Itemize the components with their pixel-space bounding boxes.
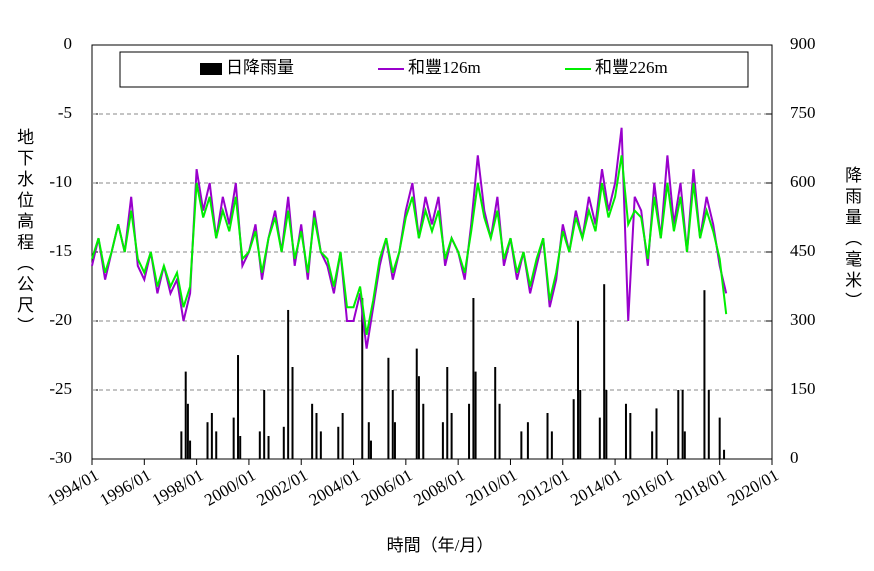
rain-bar <box>655 408 658 459</box>
rain-bar <box>369 440 372 459</box>
y2-tick-label: 300 <box>790 310 816 329</box>
rain-bar <box>337 426 340 459</box>
rain-bar <box>315 413 318 459</box>
rain-bar <box>267 436 270 459</box>
y2-tick-label: 0 <box>790 448 799 467</box>
x-tick-label: 2004/01 <box>306 465 364 509</box>
legend-box <box>119 51 749 88</box>
rain-bar <box>494 367 497 459</box>
x-tick-label: 2002/01 <box>253 465 311 509</box>
rain-bar <box>189 440 192 459</box>
y-tick-label: -20 <box>49 310 72 329</box>
rain-bar <box>215 431 218 459</box>
x-axis-label: 時間（年/月） <box>387 536 494 555</box>
y2-tick-label: 150 <box>790 379 816 398</box>
legend-label: 和豐126m <box>408 58 481 77</box>
rain-bar <box>577 321 580 459</box>
rain-bar <box>393 422 396 459</box>
rain-bar <box>291 367 294 459</box>
rain-bar <box>282 426 285 459</box>
rain-bar <box>651 431 654 459</box>
y-tick-label: -30 <box>49 448 72 467</box>
x-tick-label: 1994/01 <box>44 465 102 509</box>
rain-bar <box>415 348 418 459</box>
rain-bar <box>498 403 501 459</box>
rain-bar <box>206 422 209 459</box>
y2-tick-label: 600 <box>790 172 816 191</box>
rain-bar <box>474 371 477 459</box>
y2-tick-label: 450 <box>790 241 816 260</box>
rain-bar <box>707 390 710 459</box>
rain-bar <box>603 284 606 459</box>
rain-bar <box>550 431 553 459</box>
water-level-line <box>91 155 728 335</box>
rain-bar <box>239 436 242 459</box>
rain-bar <box>468 403 471 459</box>
rain-bar <box>446 367 449 459</box>
rain-bar <box>186 403 189 459</box>
rain-bar <box>237 355 240 459</box>
y2-axis-label: 降雨量（毫米） <box>842 166 862 313</box>
rain-bar <box>677 390 680 459</box>
rain-bar <box>391 390 394 459</box>
y-axis-label: 地下水位高程（公尺） <box>14 128 34 338</box>
rain-bar <box>263 390 266 459</box>
legend-swatch <box>200 63 222 75</box>
rain-bar <box>546 413 549 459</box>
rain-bar <box>723 449 726 459</box>
rain-bar <box>210 413 213 459</box>
rain-bar <box>598 417 601 459</box>
rain-bar <box>311 403 314 459</box>
rain-bar <box>341 413 344 459</box>
x-tick-label: 2016/01 <box>620 465 678 509</box>
rain-bar <box>232 417 235 459</box>
rain-bar <box>422 403 425 459</box>
rain-bar <box>472 298 475 459</box>
y-tick-label: -15 <box>49 241 72 260</box>
x-tick-label: 2010/01 <box>463 465 521 509</box>
water-level-line <box>91 127 728 349</box>
rain-bar <box>605 390 608 459</box>
y-tick-label: -25 <box>49 379 72 398</box>
rain-bar <box>180 431 183 459</box>
x-tick-label: 2012/01 <box>515 465 573 509</box>
rain-bar <box>526 422 529 459</box>
rain-bar <box>441 422 444 459</box>
y-tick-label: -5 <box>58 103 72 122</box>
rain-bar <box>718 417 721 459</box>
rain-bar <box>361 298 364 459</box>
rain-bar <box>417 376 420 459</box>
x-tick-label: 2018/01 <box>672 465 730 509</box>
legend-label: 日降雨量 <box>226 58 294 77</box>
rain-bar <box>579 390 582 459</box>
x-tick-label: 2008/01 <box>410 465 468 509</box>
rain-bar <box>683 431 686 459</box>
y-tick-label: 0 <box>64 34 73 53</box>
rain-bar <box>629 413 632 459</box>
x-tick-label: 1996/01 <box>96 465 154 509</box>
y-tick-label: -10 <box>49 172 72 191</box>
rain-bar <box>287 309 290 459</box>
rain-bar <box>319 431 322 459</box>
x-tick-label: 1998/01 <box>149 465 207 509</box>
rain-bar <box>681 390 684 459</box>
legend-label: 和豐226m <box>595 58 668 77</box>
y2-tick-label: 750 <box>790 103 816 122</box>
rain-bar <box>387 357 390 459</box>
rain-bar <box>184 371 187 459</box>
rain-bar <box>450 413 453 459</box>
x-tick-label: 2000/01 <box>201 465 259 509</box>
rain-bar <box>572 399 575 459</box>
x-tick-label: 2020/01 <box>724 465 782 509</box>
y2-tick-label: 900 <box>790 34 816 53</box>
rain-bar <box>624 403 627 459</box>
rain-bar <box>258 431 261 459</box>
x-tick-label: 2014/01 <box>567 465 625 509</box>
rain-bar <box>367 422 370 459</box>
rain-bar <box>703 290 706 459</box>
x-tick-label: 2006/01 <box>358 465 416 509</box>
rain-bar <box>520 431 523 459</box>
